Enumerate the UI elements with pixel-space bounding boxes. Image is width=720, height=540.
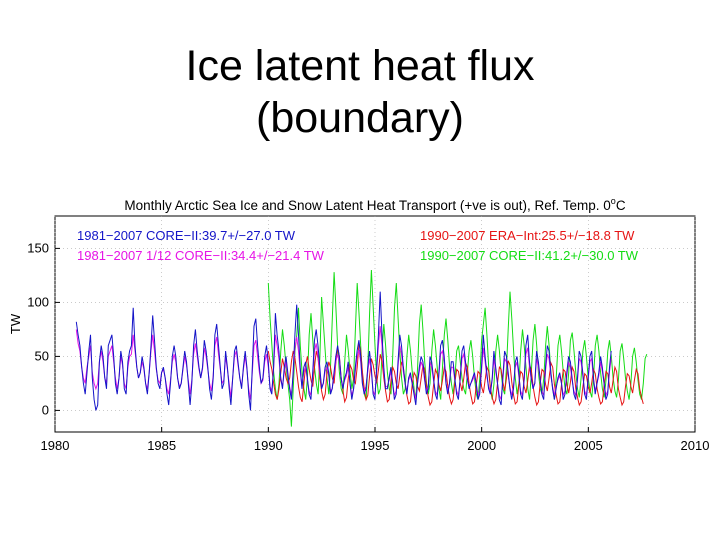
x-tick-label: 1985 xyxy=(147,438,176,453)
legend-entry-2: 1990−2007 ERA−Int:25.5+/−18.8 TW xyxy=(420,228,635,243)
x-tick-label: 1980 xyxy=(41,438,70,453)
legend-entry-0: 1981−2007 CORE−II:39.7+/−27.0 TW xyxy=(77,228,296,243)
x-tick-label: 1990 xyxy=(254,438,283,453)
slide-title-line-1: Ice latent heat flux xyxy=(185,42,535,90)
series-line-3 xyxy=(267,269,648,427)
y-axis-label: TW xyxy=(8,313,23,334)
x-tick-label: 2005 xyxy=(574,438,603,453)
x-tick-label: 1995 xyxy=(361,438,390,453)
legend-entry-3: 1990−2007 CORE−II:41.2+/−30.0 TW xyxy=(420,248,639,263)
y-tick-label: 150 xyxy=(27,240,49,255)
y-tick-label: 100 xyxy=(27,294,49,309)
series-line-0 xyxy=(75,291,612,411)
y-tick-label: 50 xyxy=(35,348,49,363)
slide-title-line-2: (boundary) xyxy=(256,94,464,142)
x-tick-label: 2010 xyxy=(681,438,710,453)
slide-title: Ice latent heat flux (boundary) xyxy=(0,40,720,144)
legend-entry-1: 1981−2007 1/12 CORE−II:34.4+/−21.4 TW xyxy=(77,248,325,263)
chart-title: Monthly Arctic Sea Ice and Snow Latent H… xyxy=(124,196,625,213)
latent-heat-chart: 1980 1985 1990 1995 2000 2005 2010 0 50 100 150 Mon… xyxy=(8,196,710,453)
x-tick-label: 2000 xyxy=(467,438,496,453)
series-line-2 xyxy=(267,343,644,407)
y-tick-label: 0 xyxy=(42,402,49,417)
